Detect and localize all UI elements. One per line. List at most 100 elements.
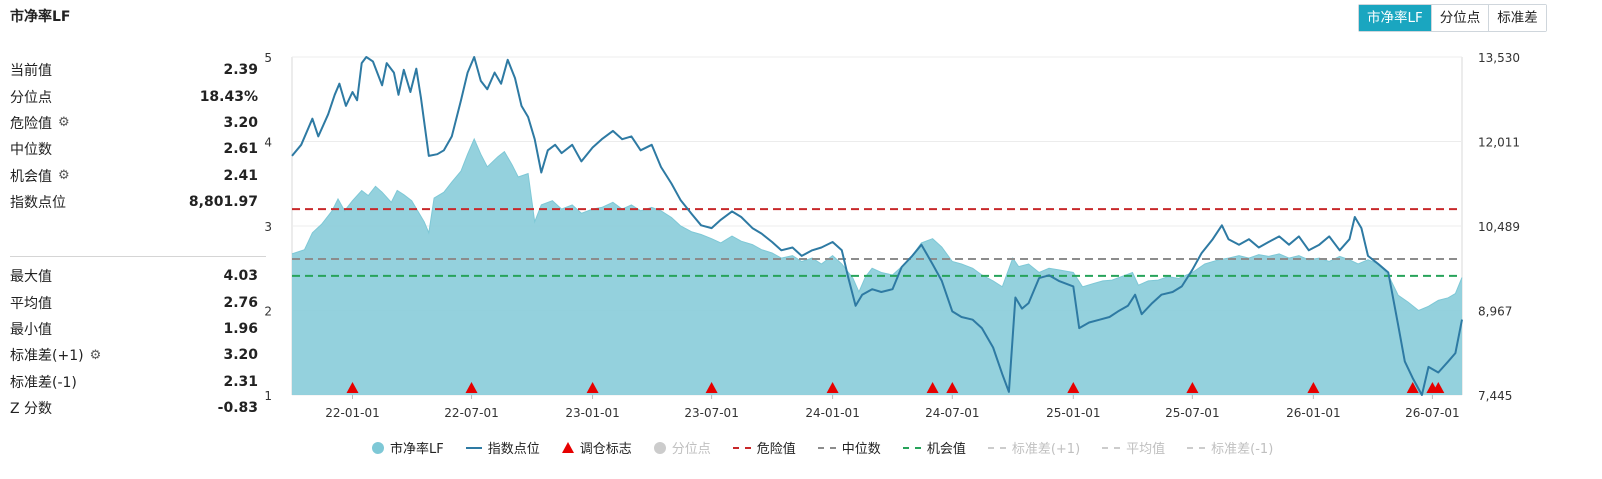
legend-item-std-plus[interactable]: 标准差(+1)	[987, 438, 1081, 457]
y-left-tick-label: 1	[264, 389, 272, 403]
legend-item-rebalance[interactable]: 调仓标志	[561, 438, 632, 457]
stat-row-min: 最小值 1.96	[10, 316, 258, 342]
y-right-tick-label: 8,967	[1478, 304, 1512, 318]
legend-line-icon	[465, 446, 482, 449]
x-tick-label: 24-01-01	[805, 406, 859, 420]
stat-label: 标准差(-1)	[10, 374, 77, 391]
legend-dash-icon	[1187, 446, 1206, 449]
y-left-tick-label: 2	[264, 305, 272, 319]
stat-row-opportunity: 机会值 ⚙ 2.41	[10, 163, 258, 189]
stat-value: 2.41	[223, 167, 258, 184]
y-right-tick-label: 12,011	[1478, 135, 1520, 149]
stat-label: 最小值	[10, 321, 52, 338]
legend-item-percentile[interactable]: 分位点	[653, 438, 711, 457]
stat-label: 平均值	[10, 295, 52, 312]
y-right-tick-label: 10,489	[1478, 220, 1520, 234]
legend-item-mean[interactable]: 平均值	[1102, 438, 1165, 457]
legend-label: 中位数	[841, 442, 881, 457]
pb-area-edge	[291, 137, 1463, 312]
stat-value: 1.96	[223, 320, 258, 337]
x-tick-label: 23-07-01	[684, 406, 738, 420]
legend-item-index[interactable]: 指数点位	[465, 438, 540, 457]
stat-row-median: 中位数 2.61	[10, 136, 258, 162]
legend-dash-icon	[1102, 446, 1121, 449]
reference-lines	[292, 208, 1462, 277]
legend-label: 危险值	[756, 442, 796, 457]
x-tick-label: 23-01-01	[565, 406, 619, 420]
gear-icon[interactable]: ⚙	[89, 347, 102, 363]
rebalance-marker	[586, 382, 599, 393]
y-left-tick-label: 4	[264, 136, 272, 150]
stat-label: 标准差(+1)	[10, 348, 84, 365]
stat-label: 中位数	[10, 142, 52, 159]
legend-item-danger[interactable]: 危险值	[732, 438, 796, 457]
rebalance-marker	[1307, 382, 1320, 393]
rebalance-marker	[1067, 382, 1080, 393]
x-tick-label: 22-07-01	[444, 406, 498, 420]
stats-top-panel: 当前值 2.39 分位点 18.43% 危险值 ⚙ 3.20 中位数 2.61 机…	[10, 57, 258, 215]
legend-dash-icon	[987, 446, 1006, 449]
legend-dash-icon	[817, 446, 836, 449]
metric-tabs: 市净率LF 分位点 标准差	[1358, 4, 1547, 32]
legend-label: 指数点位	[487, 442, 540, 457]
stat-row-percentile: 分位点 18.43%	[10, 83, 258, 109]
gear-icon[interactable]: ⚙	[58, 168, 70, 184]
legend-label: 机会值	[926, 442, 966, 457]
stat-value: 3.20	[223, 347, 258, 364]
legend-triangle-icon	[561, 442, 574, 453]
pb-chart[interactable]: 1 2 3 4 5 7,445 8,967 10,489 12,011 13,530 22-01-0…	[0, 0, 1602, 430]
x-tick-label: 25-07-01	[1165, 406, 1219, 420]
rebalance-marker	[346, 382, 359, 393]
legend-item-opportunity[interactable]: 机会值	[902, 438, 966, 457]
page-title: 市净率LF	[10, 9, 71, 25]
index-line-layer	[291, 56, 1463, 396]
stat-value: 2.31	[223, 373, 258, 390]
x-tick-label: 25-01-01	[1046, 406, 1100, 420]
index-line	[291, 56, 1463, 396]
tab-std-dev[interactable]: 标准差	[1488, 5, 1546, 31]
legend-item-pb[interactable]: 市净率LF	[372, 438, 444, 457]
legend-label: 标准差(+1)	[1011, 442, 1081, 457]
stat-value: -0.83	[217, 400, 258, 417]
stat-row-current: 当前值 2.39	[10, 57, 258, 83]
stats-bottom-panel: 最大值 4.03 平均值 2.76 最小值 1.96 标准差(+1) ⚙ 3.20…	[10, 263, 258, 421]
tab-pb-lf[interactable]: 市净率LF	[1359, 5, 1431, 31]
stat-value: 4.03	[223, 268, 258, 285]
rebalance-marker	[705, 382, 718, 393]
stat-value: 2.76	[223, 294, 258, 311]
marker-layer	[346, 382, 1445, 393]
stats-divider	[10, 256, 266, 257]
stat-label: Z 分数	[10, 401, 53, 418]
y-right-tick-label: 7,445	[1478, 389, 1512, 403]
gear-icon[interactable]: ⚙	[58, 115, 70, 131]
legend-dot-icon	[372, 441, 384, 454]
axis-layer: 1 2 3 4 5 7,445 8,967 10,489 12,011 13,530 22-01-0…	[264, 51, 1520, 420]
y-right-tick-label: 13,530	[1478, 51, 1520, 65]
legend-label: 市净率LF	[390, 442, 444, 457]
rebalance-marker	[465, 382, 478, 393]
legend-item-std-minus[interactable]: 标准差(-1)	[1187, 438, 1273, 457]
legend-label: 调仓标志	[579, 442, 632, 457]
stat-row-z-score: Z 分数 -0.83	[10, 395, 258, 421]
rebalance-marker	[1406, 382, 1419, 393]
stat-label: 指数点位	[10, 195, 66, 212]
stat-row-index-level: 指数点位 8,801.97	[10, 189, 258, 215]
rebalance-marker	[1432, 382, 1445, 393]
rebalance-marker	[1186, 382, 1199, 393]
legend-label: 标准差(-1)	[1211, 442, 1274, 457]
legend-label: 平均值	[1126, 442, 1166, 457]
x-tick-label: 22-01-01	[325, 406, 379, 420]
y-left-tick-label: 3	[264, 220, 272, 234]
stat-label: 最大值	[10, 269, 52, 286]
stat-value: 2.61	[223, 141, 258, 158]
x-tick-label: 26-01-01	[1286, 406, 1340, 420]
legend-item-median[interactable]: 中位数	[817, 438, 881, 457]
tab-percentile[interactable]: 分位点	[1430, 5, 1489, 31]
stat-value: 18.43%	[199, 88, 258, 105]
stat-row-std-minus: 标准差(-1) 2.31	[10, 369, 258, 395]
stat-row-max: 最大值 4.03	[10, 263, 258, 289]
stat-row-mean: 平均值 2.76	[10, 289, 258, 315]
legend-dash-icon	[902, 446, 921, 449]
stat-value: 8,801.97	[188, 194, 258, 211]
stat-row-std-plus: 标准差(+1) ⚙ 3.20	[10, 342, 258, 368]
